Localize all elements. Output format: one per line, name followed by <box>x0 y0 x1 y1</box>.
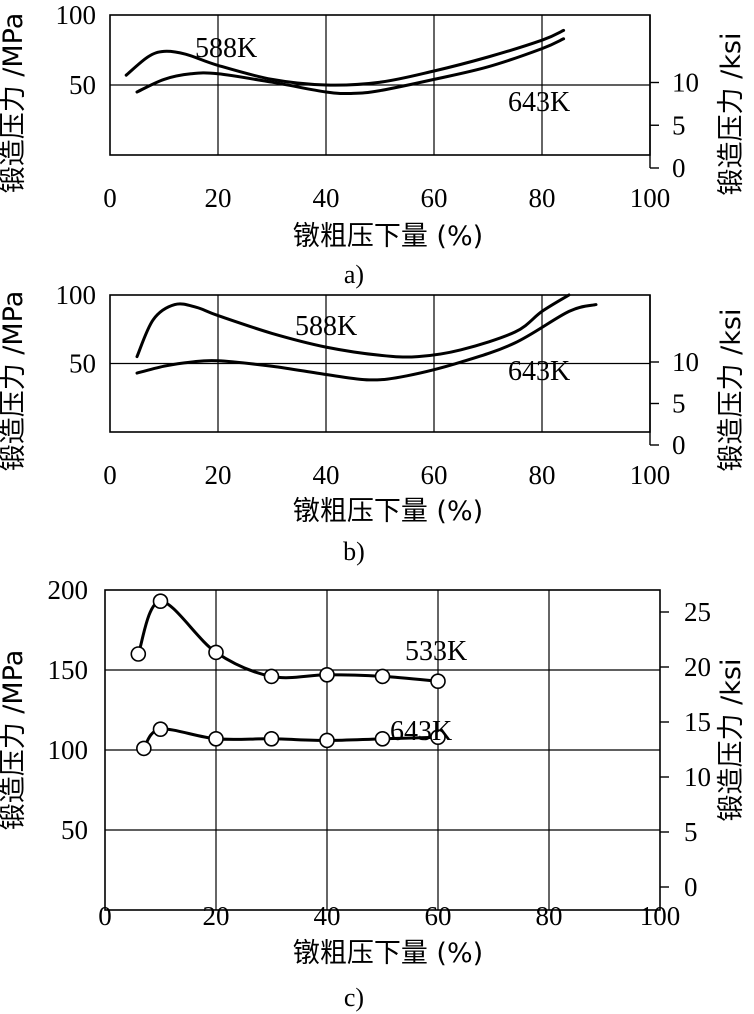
panel-c-y-right-tick-label: 25 <box>684 597 711 627</box>
panel-a-y-tick-label: 50 <box>69 70 96 100</box>
panel-a-y-right-tick-label: 5 <box>672 110 686 140</box>
panel-c-x-tick-label: 0 <box>98 901 112 931</box>
panel-a-x-tick-label: 40 <box>313 183 340 213</box>
panel-b-y-tick-label: 100 <box>56 280 97 310</box>
panel-c-x-tick-label: 80 <box>536 901 563 931</box>
panel-c-data-point-533K <box>152 593 169 610</box>
panel-c-series-label-643K: 643K <box>390 716 452 747</box>
panel-c-data-point-643K <box>374 730 391 747</box>
panel-a-y-tick-label: 100 <box>56 0 97 30</box>
panel-c-data-point-643K <box>152 721 169 738</box>
panel-c-ylabel-right: 锻造压力 /ksi <box>716 659 747 822</box>
panel-b-series-line-643K <box>135 303 598 382</box>
panel-c-ylabel: 锻造压力 /MPa <box>0 650 29 831</box>
panel-b-x-tick-label: 80 <box>529 460 556 490</box>
panel-c-series-line-533K <box>136 599 440 683</box>
panel-b-label: b) <box>343 537 365 566</box>
panel-a-xlabel: 镦粗压下量 (%) <box>293 221 483 252</box>
panel-b-x-tick-label: 0 <box>103 460 117 490</box>
panel-c-data-point-643K <box>263 730 280 747</box>
panel-c-y-right-tick-label: 10 <box>684 762 711 792</box>
panel-b-y-tick-label: 50 <box>69 349 96 379</box>
panel-c-data-point-643K <box>136 740 152 757</box>
panel-c-data-point-643K <box>208 730 224 747</box>
panel-c-y-right-tick-label: 5 <box>684 817 698 847</box>
panel-a-series-label-643K: 643K <box>508 87 570 118</box>
panel-c-y-right-tick-label: 15 <box>684 707 711 737</box>
panel-c-xlabel: 镦粗压下量 (%) <box>293 938 483 969</box>
panel-c-series-label-533K: 533K <box>405 636 467 667</box>
panel-c-data-point-533K <box>263 668 280 685</box>
panel-c-data-point-533K <box>430 673 446 690</box>
panel-c-x-tick-label: 40 <box>314 901 341 931</box>
panel-c-x-tick-label: 60 <box>425 901 452 931</box>
panel-a-series-line-643K <box>135 37 566 96</box>
panel-a-y-right-tick-label: 0 <box>672 153 686 183</box>
panel-c-data-point-533K <box>374 668 391 685</box>
panel-c-data-point-533K <box>319 666 335 683</box>
panel-a-x-tick-label: 100 <box>630 183 671 213</box>
panel-b-series-label-588K: 588K <box>295 311 357 342</box>
panel-a-y-right-tick-label: 10 <box>672 68 699 98</box>
panel-b-x-tick-label: 100 <box>630 460 671 490</box>
panel-a-x-tick-label: 20 <box>205 183 232 213</box>
panel-c-y-right-tick-label: 20 <box>684 652 711 682</box>
panel-c-label: c) <box>344 983 364 1012</box>
panel-a-ylabel: 锻造压力 /MPa <box>0 13 29 194</box>
panel-b-series-line-588K <box>135 293 571 359</box>
panel-c-y-tick-label: 50 <box>61 815 88 845</box>
panel-b-y-right-tick-label: 5 <box>672 389 686 419</box>
panel-b-ylabel: 锻造压力 /MPa <box>0 291 29 472</box>
panel-a-x-tick-label: 0 <box>103 183 117 213</box>
panel-a-x-tick-label: 80 <box>529 183 556 213</box>
panel-b-y-right-tick-label: 10 <box>672 347 699 377</box>
panel-b-xlabel: 镦粗压下量 (%) <box>293 496 483 527</box>
panel-a-series-label-588K: 588K <box>195 33 257 64</box>
panel-c-data-point-533K <box>208 644 224 661</box>
panel-c-y-tick-label: 200 <box>48 575 89 605</box>
panel-c-y-tick-label: 150 <box>48 655 89 685</box>
panel-a-series-line-588K <box>124 28 566 87</box>
panel-b-series-label-643K: 643K <box>508 356 570 387</box>
panel-a-x-tick-label: 60 <box>421 183 448 213</box>
panel-c-data-point-643K <box>430 729 446 746</box>
panel-a-ylabel-right: 锻造压力 /ksi <box>716 33 747 196</box>
panel-a-label: a) <box>344 260 364 289</box>
panel-b-y-right-tick-label: 0 <box>672 430 686 460</box>
panel-c-data-point-643K <box>319 732 335 749</box>
panel-b-x-tick-label: 40 <box>313 460 340 490</box>
panel-c-y-right-tick-label: 0 <box>684 872 698 902</box>
panel-b-ylabel-right: 锻造压力 /ksi <box>716 309 747 472</box>
panel-c-frame <box>104 589 661 911</box>
panel-c-data-point-533K <box>130 646 147 662</box>
panel-c-x-tick-label: 20 <box>203 901 230 931</box>
panel-b-x-tick-label: 20 <box>205 460 232 490</box>
panel-c-x-tick-label: 100 <box>640 901 681 931</box>
panel-c-y-tick-label: 100 <box>48 735 89 765</box>
panel-b-x-tick-label: 60 <box>421 460 448 490</box>
